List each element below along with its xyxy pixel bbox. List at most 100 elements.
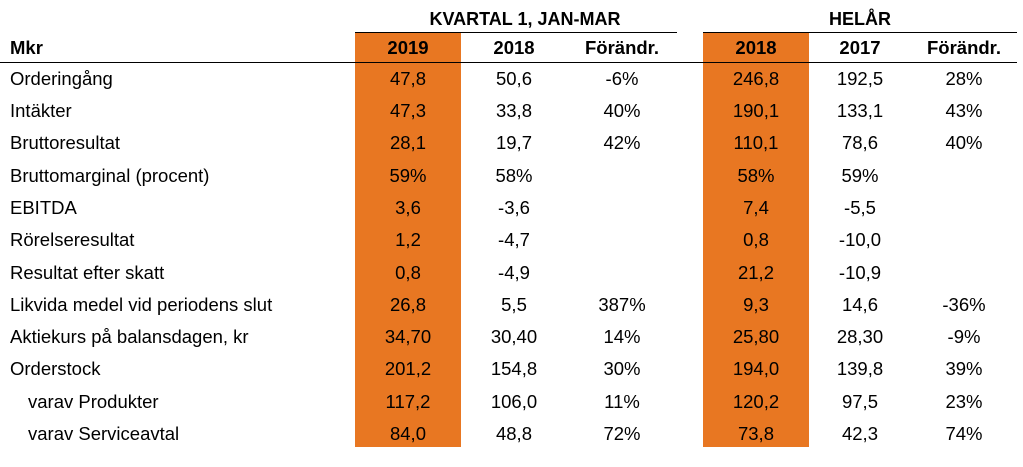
table-row: Bruttoresultat 28,1 19,7 42% 110,1 78,6 40%	[0, 127, 1023, 159]
cell-2018-y: 0,8	[743, 229, 769, 250]
cell-2018-y: 9,3	[743, 294, 769, 315]
cell-change-y: -36%	[942, 294, 986, 315]
cell-2017-y: 14,6	[841, 294, 878, 315]
row-label: Bruttoresultat	[10, 132, 121, 153]
row-label: Intäkter	[10, 100, 72, 121]
cell-2017-y: -10,0	[838, 229, 882, 250]
row-label: EBITDA	[10, 197, 77, 218]
table-row: Likvida medel vid periodens slut 26,8 5,5 3…	[0, 289, 1023, 321]
cell-2018-q: 33,8	[495, 100, 532, 121]
cell-2018-y: 194,0	[732, 358, 780, 379]
cell-2019-q: 201,2	[384, 358, 432, 379]
cell-change-y: 39%	[945, 358, 983, 379]
cell-2018-y: 73,8	[737, 423, 774, 444]
cell-2019-q: 84,0	[389, 423, 426, 444]
cell-change-q: 42%	[603, 132, 641, 153]
table-row: varav Serviceavtal 84,0 48,8 72% 73,8 42,3 74%	[0, 418, 1023, 450]
cell-2018-y: 7,4	[743, 197, 769, 218]
cell-2017-y: 139,8	[836, 358, 884, 379]
cell-2017-y: 42,3	[841, 423, 878, 444]
table-row: Resultat efter skatt 0,8 -4,9 21,2 -10,9	[0, 257, 1023, 289]
cell-change-y: 23%	[945, 391, 983, 412]
cell-2017-y: -5,5	[844, 197, 876, 218]
cell-2018-q: 154,8	[490, 358, 538, 379]
row-label: Orderstock	[10, 358, 101, 379]
cell-2017-y: 28,30	[836, 326, 884, 347]
cell-change-y: 43%	[945, 100, 983, 121]
cell-2018-y: 110,1	[733, 132, 779, 153]
cell-change-q: 14%	[603, 326, 641, 347]
cell-2019-q: 34,70	[384, 326, 432, 347]
cell-2018-q: 106,0	[490, 391, 538, 412]
row-label: Aktiekurs på balansdagen, kr	[10, 326, 249, 347]
cell-2017-y: 97,5	[841, 391, 878, 412]
cell-2019-q: 0,8	[395, 262, 421, 283]
col-header-2017-y: 2017	[839, 37, 881, 58]
group-header-quarter: KVARTAL 1, JAN-MAR	[429, 9, 621, 29]
cell-change-y: -9%	[947, 326, 981, 347]
cell-2018-y: 246,8	[732, 68, 780, 89]
col-header-change-q: Förändr.	[584, 37, 659, 58]
group-underline-quarter	[355, 32, 677, 33]
cell-2018-q: -3,6	[498, 197, 530, 218]
cell-change-q: -6%	[605, 68, 639, 89]
cell-change-q: 72%	[603, 423, 641, 444]
cell-2018-q: 58%	[495, 165, 533, 186]
cell-2019-q: 47,3	[389, 100, 426, 121]
table-row: varav Produkter 117,2 106,0 11% 120,2 97,5 23%	[0, 386, 1023, 418]
cell-2018-q: -4,9	[498, 262, 530, 283]
highlight-column-2019	[355, 33, 461, 447]
cell-2019-q: 47,8	[389, 68, 426, 89]
cell-2019-q: 28,1	[389, 132, 426, 153]
row-label: Orderingång	[10, 68, 113, 89]
cell-2018-q: 30,40	[490, 326, 538, 347]
cell-change-q: 30%	[603, 358, 641, 379]
cell-2018-y: 120,2	[732, 391, 780, 412]
table-row: Intäkter 47,3 33,8 40% 190,1 133,1 43%	[0, 95, 1023, 127]
cell-2017-y: -10,9	[838, 262, 882, 283]
cell-2017-y: 192,5	[836, 68, 884, 89]
group-header-full-year: HELÅR	[829, 9, 891, 29]
table-row: Aktiekurs på balansdagen, kr 34,70 30,40 14…	[0, 321, 1023, 353]
cell-change-y: 40%	[945, 132, 983, 153]
col-header-change-y: Förändr.	[926, 37, 1001, 58]
table-header-row: Mkr 2019 2018 Förändr. 2018 2017 Förändr…	[0, 32, 1023, 64]
col-header-2018-y: 2018	[735, 37, 777, 58]
row-label: varav Produkter	[28, 391, 159, 412]
cell-2019-q: 59%	[389, 165, 427, 186]
cell-2018-q: -4,7	[498, 229, 530, 250]
header-divider	[0, 62, 1017, 63]
table-row: Orderingång 47,8 50,6 -6% 246,8 192,5 28%	[0, 63, 1023, 95]
cell-2019-q: 1,2	[395, 229, 421, 250]
cell-2018-y: 25,80	[732, 326, 780, 347]
cell-2017-y: 59%	[841, 165, 879, 186]
table-row: EBITDA 3,6 -3,6 7,4 -5,5	[0, 192, 1023, 224]
cell-2018-q: 50,6	[495, 68, 532, 89]
cell-2019-q: 3,6	[395, 197, 421, 218]
row-label: Likvida medel vid periodens slut	[10, 294, 273, 315]
group-underline-full-year	[703, 32, 1017, 33]
cell-2019-q: 26,8	[389, 294, 426, 315]
row-label: varav Serviceavtal	[28, 423, 180, 444]
cell-2018-y: 21,2	[737, 262, 774, 283]
cell-2017-y: 133,1	[836, 100, 884, 121]
row-label: Resultat efter skatt	[10, 262, 165, 283]
row-label: Rörelseresultat	[10, 229, 135, 250]
cell-2018-q: 5,5	[501, 294, 527, 315]
cell-2018-y: 58%	[737, 165, 775, 186]
cell-change-y: 28%	[945, 68, 983, 89]
cell-change-q: 40%	[603, 100, 641, 121]
cell-change-q: 387%	[598, 294, 646, 315]
table-row: Rörelseresultat 1,2 -4,7 0,8 -10,0	[0, 224, 1023, 256]
table-row: Orderstock 201,2 154,8 30% 194,0 139,8 39%	[0, 353, 1023, 385]
cell-2018-q: 19,7	[495, 132, 532, 153]
cell-change-q: 11%	[604, 391, 640, 412]
unit-label: Mkr	[10, 37, 43, 58]
col-header-2019-q: 2019	[387, 37, 429, 58]
col-header-2018-q: 2018	[493, 37, 535, 58]
highlight-column-fullyear-2018	[703, 33, 809, 447]
cell-2018-y: 190,1	[732, 100, 780, 121]
row-label: Bruttomarginal (procent)	[10, 165, 210, 186]
cell-2018-q: 48,8	[495, 423, 532, 444]
